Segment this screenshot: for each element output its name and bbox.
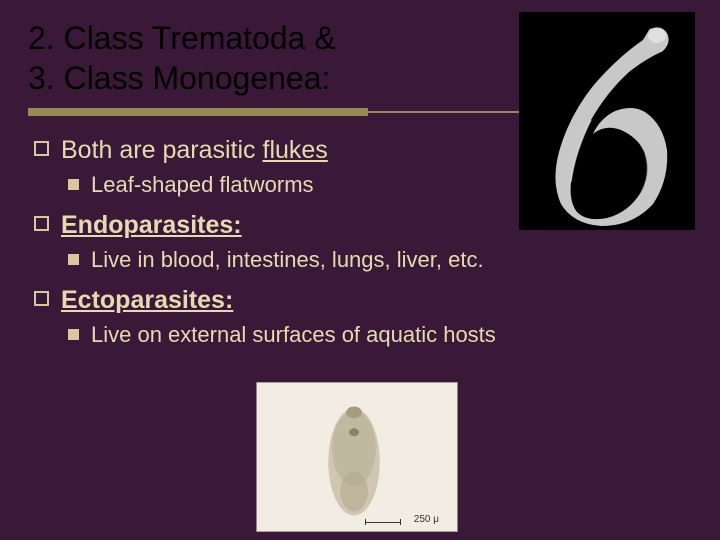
scale-label: 250 μ [414,514,439,525]
scale-bar [365,522,401,523]
title-line-1: 2. Class Trematoda & [28,20,336,56]
bullet-outline-icon [34,216,49,231]
list-text: Ectoparasites: [61,284,233,317]
list-subitem: Live in blood, intestines, lungs, liver,… [68,246,692,275]
bullet-filled-icon [68,254,79,265]
title-line-2: 3. Class Monogenea: [28,60,330,96]
list-text: Both are parasitic flukes [61,134,328,167]
bullet-outline-icon [34,291,49,306]
list-subtext: Leaf-shaped flatworms [91,171,314,200]
bullet-filled-icon [68,329,79,340]
bullet-filled-icon [68,179,79,190]
fluke-micrograph-image: 250 μ [256,382,458,532]
bullet-outline-icon [34,141,49,156]
list-subtext: Live in blood, intestines, lungs, liver,… [91,246,484,275]
fluke-sem-image [519,12,695,230]
list-item: Ectoparasites: [34,284,692,317]
list-subtext: Live on external surfaces of aquatic hos… [91,321,496,350]
list-subitem: Live on external surfaces of aquatic hos… [68,321,692,350]
list-text: Endoparasites: [61,209,242,242]
